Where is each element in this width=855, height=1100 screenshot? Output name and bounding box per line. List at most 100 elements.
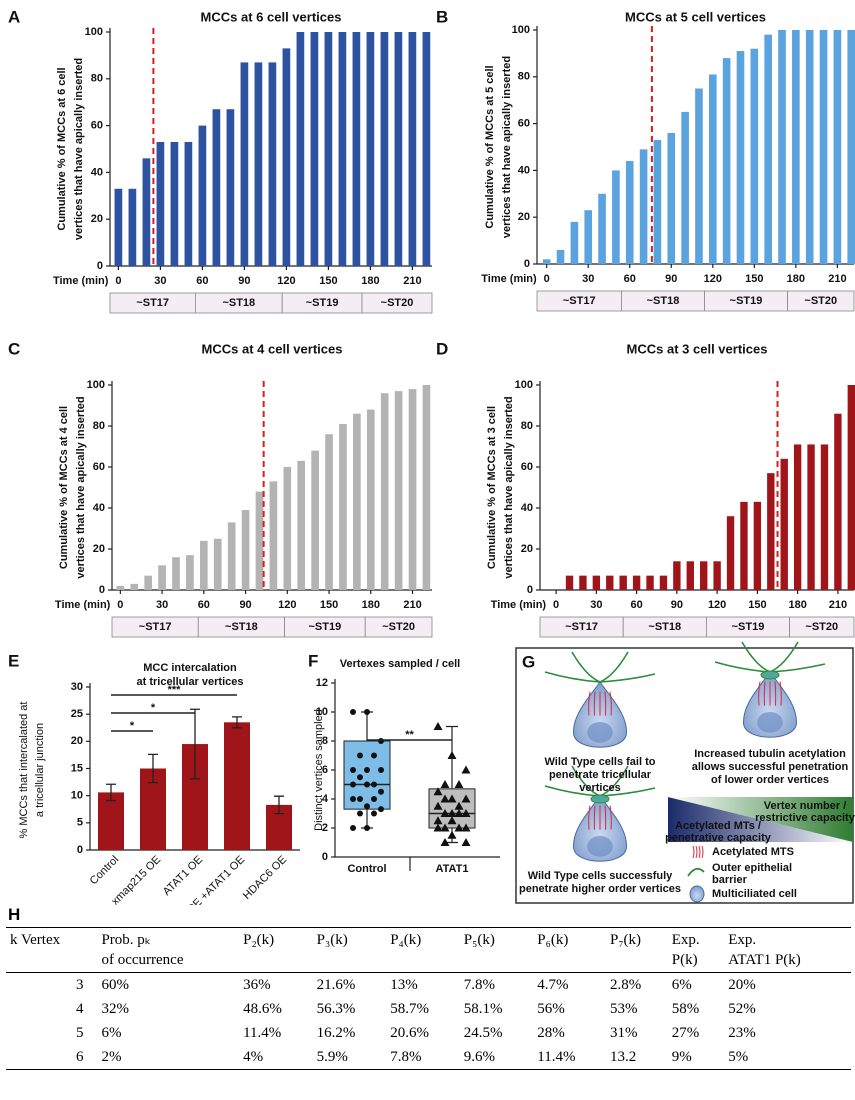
x-tick-label: 180	[788, 599, 806, 611]
stage-label: ~ST20	[381, 297, 414, 309]
bar	[283, 467, 292, 590]
bar	[740, 501, 748, 590]
x-tick-label: 30	[590, 599, 602, 611]
x-tick-label: 120	[708, 599, 726, 611]
y-tick-label: 20	[521, 543, 533, 555]
bar	[834, 413, 842, 590]
x-tick-label: 90	[239, 599, 251, 611]
bar	[833, 30, 842, 264]
x-tick-label: 180	[787, 273, 805, 285]
panel-label: A	[8, 7, 20, 26]
stage-box	[364, 616, 433, 638]
table-cell: 28%	[537, 1025, 565, 1041]
bar	[780, 458, 788, 590]
data-point	[378, 788, 384, 795]
data-point	[357, 796, 363, 802]
data-point	[350, 781, 356, 788]
table-cell: 13%	[390, 977, 418, 993]
x-tick-label: 150	[745, 273, 763, 285]
bar	[352, 32, 361, 266]
legend-icon	[695, 845, 698, 859]
acetylated-mt	[774, 681, 777, 706]
bar	[820, 444, 829, 590]
data-point	[371, 810, 377, 817]
caption: Wild Type cells fail to	[545, 756, 656, 768]
epithelial-line	[544, 671, 601, 683]
x-tick-label: 120	[704, 273, 722, 285]
bar	[708, 74, 717, 265]
gradient-label: restrictive capacity	[755, 812, 855, 824]
stage-label: ~ST20	[382, 621, 415, 633]
bar	[353, 413, 361, 590]
y-tick-label: 80	[518, 71, 530, 83]
table-cell: 5.9%	[312, 1045, 387, 1070]
bar	[310, 32, 319, 266]
y-axis-label: % MCCs that intercalated at	[18, 702, 30, 839]
table-cell: 7.8%	[386, 1045, 460, 1070]
data-point	[350, 796, 356, 802]
chart-title: MCCs at 5 cell vertices	[625, 9, 766, 24]
error-bar	[232, 716, 242, 729]
x-tick-label: ATAT1 OE	[161, 854, 205, 898]
bar	[792, 30, 800, 264]
table-cell: 52%	[728, 1001, 756, 1017]
significance-label: **	[405, 729, 414, 741]
data-point	[461, 809, 471, 817]
table-cell: 21.6%	[316, 977, 356, 993]
bar	[592, 575, 601, 590]
table-cell: 58%	[671, 1001, 700, 1017]
bar	[819, 30, 828, 264]
x-tick-label: 210	[403, 599, 421, 611]
bar	[116, 585, 125, 590]
bar	[847, 385, 855, 590]
bar	[142, 158, 151, 266]
significance-label: *	[130, 720, 135, 732]
bar	[619, 575, 627, 590]
table-cell: 6%	[101, 1025, 122, 1041]
stage-box	[789, 616, 855, 638]
panel-label: D	[436, 339, 448, 358]
table-cell: 7.8%	[463, 977, 495, 993]
bar	[297, 460, 306, 590]
table-cell: 31%	[609, 1025, 638, 1041]
data-point	[454, 780, 464, 788]
column-header: P₃(k)	[312, 927, 387, 973]
data-point	[350, 709, 356, 715]
bar	[394, 32, 403, 266]
chart-title: at tricellular vertices	[136, 676, 243, 688]
chart-title: MCCs at 3 cell vertices	[627, 341, 768, 356]
column-header: P₅(k)	[459, 927, 534, 973]
data-point	[447, 830, 457, 839]
caption: vertices	[579, 782, 621, 794]
y-tick-label: 25	[71, 708, 83, 720]
legend-label: barrier	[712, 874, 748, 886]
data-point	[350, 825, 356, 831]
data-point	[440, 794, 450, 803]
panel-label: F	[308, 651, 318, 670]
table-row: 4 32% 48.6% 56.3% 58.7% 58.1% 56% 53% 58% 52%	[6, 997, 851, 1021]
x-axis-label: Time (min)	[53, 275, 109, 287]
data-point	[433, 816, 443, 825]
panel-label: C	[8, 339, 20, 358]
bar	[422, 32, 431, 266]
bar	[673, 561, 681, 590]
acetylated-mt	[609, 805, 612, 830]
bar	[681, 111, 689, 265]
bar	[778, 30, 786, 264]
bar	[212, 109, 221, 266]
data-point	[433, 722, 443, 730]
panel-frame	[515, 647, 854, 904]
bar	[130, 583, 139, 590]
bar	[254, 62, 263, 266]
data-point	[378, 767, 384, 773]
data-point	[461, 823, 471, 832]
bar	[227, 522, 236, 590]
y-tick-label: 60	[91, 120, 103, 132]
nucleus	[587, 722, 613, 743]
bar	[750, 48, 759, 264]
x-tick-label: 150	[319, 275, 337, 287]
y-tick-label: 2	[322, 822, 328, 834]
bar	[736, 51, 745, 265]
data-point	[461, 765, 471, 774]
epithelial-line	[769, 663, 826, 673]
